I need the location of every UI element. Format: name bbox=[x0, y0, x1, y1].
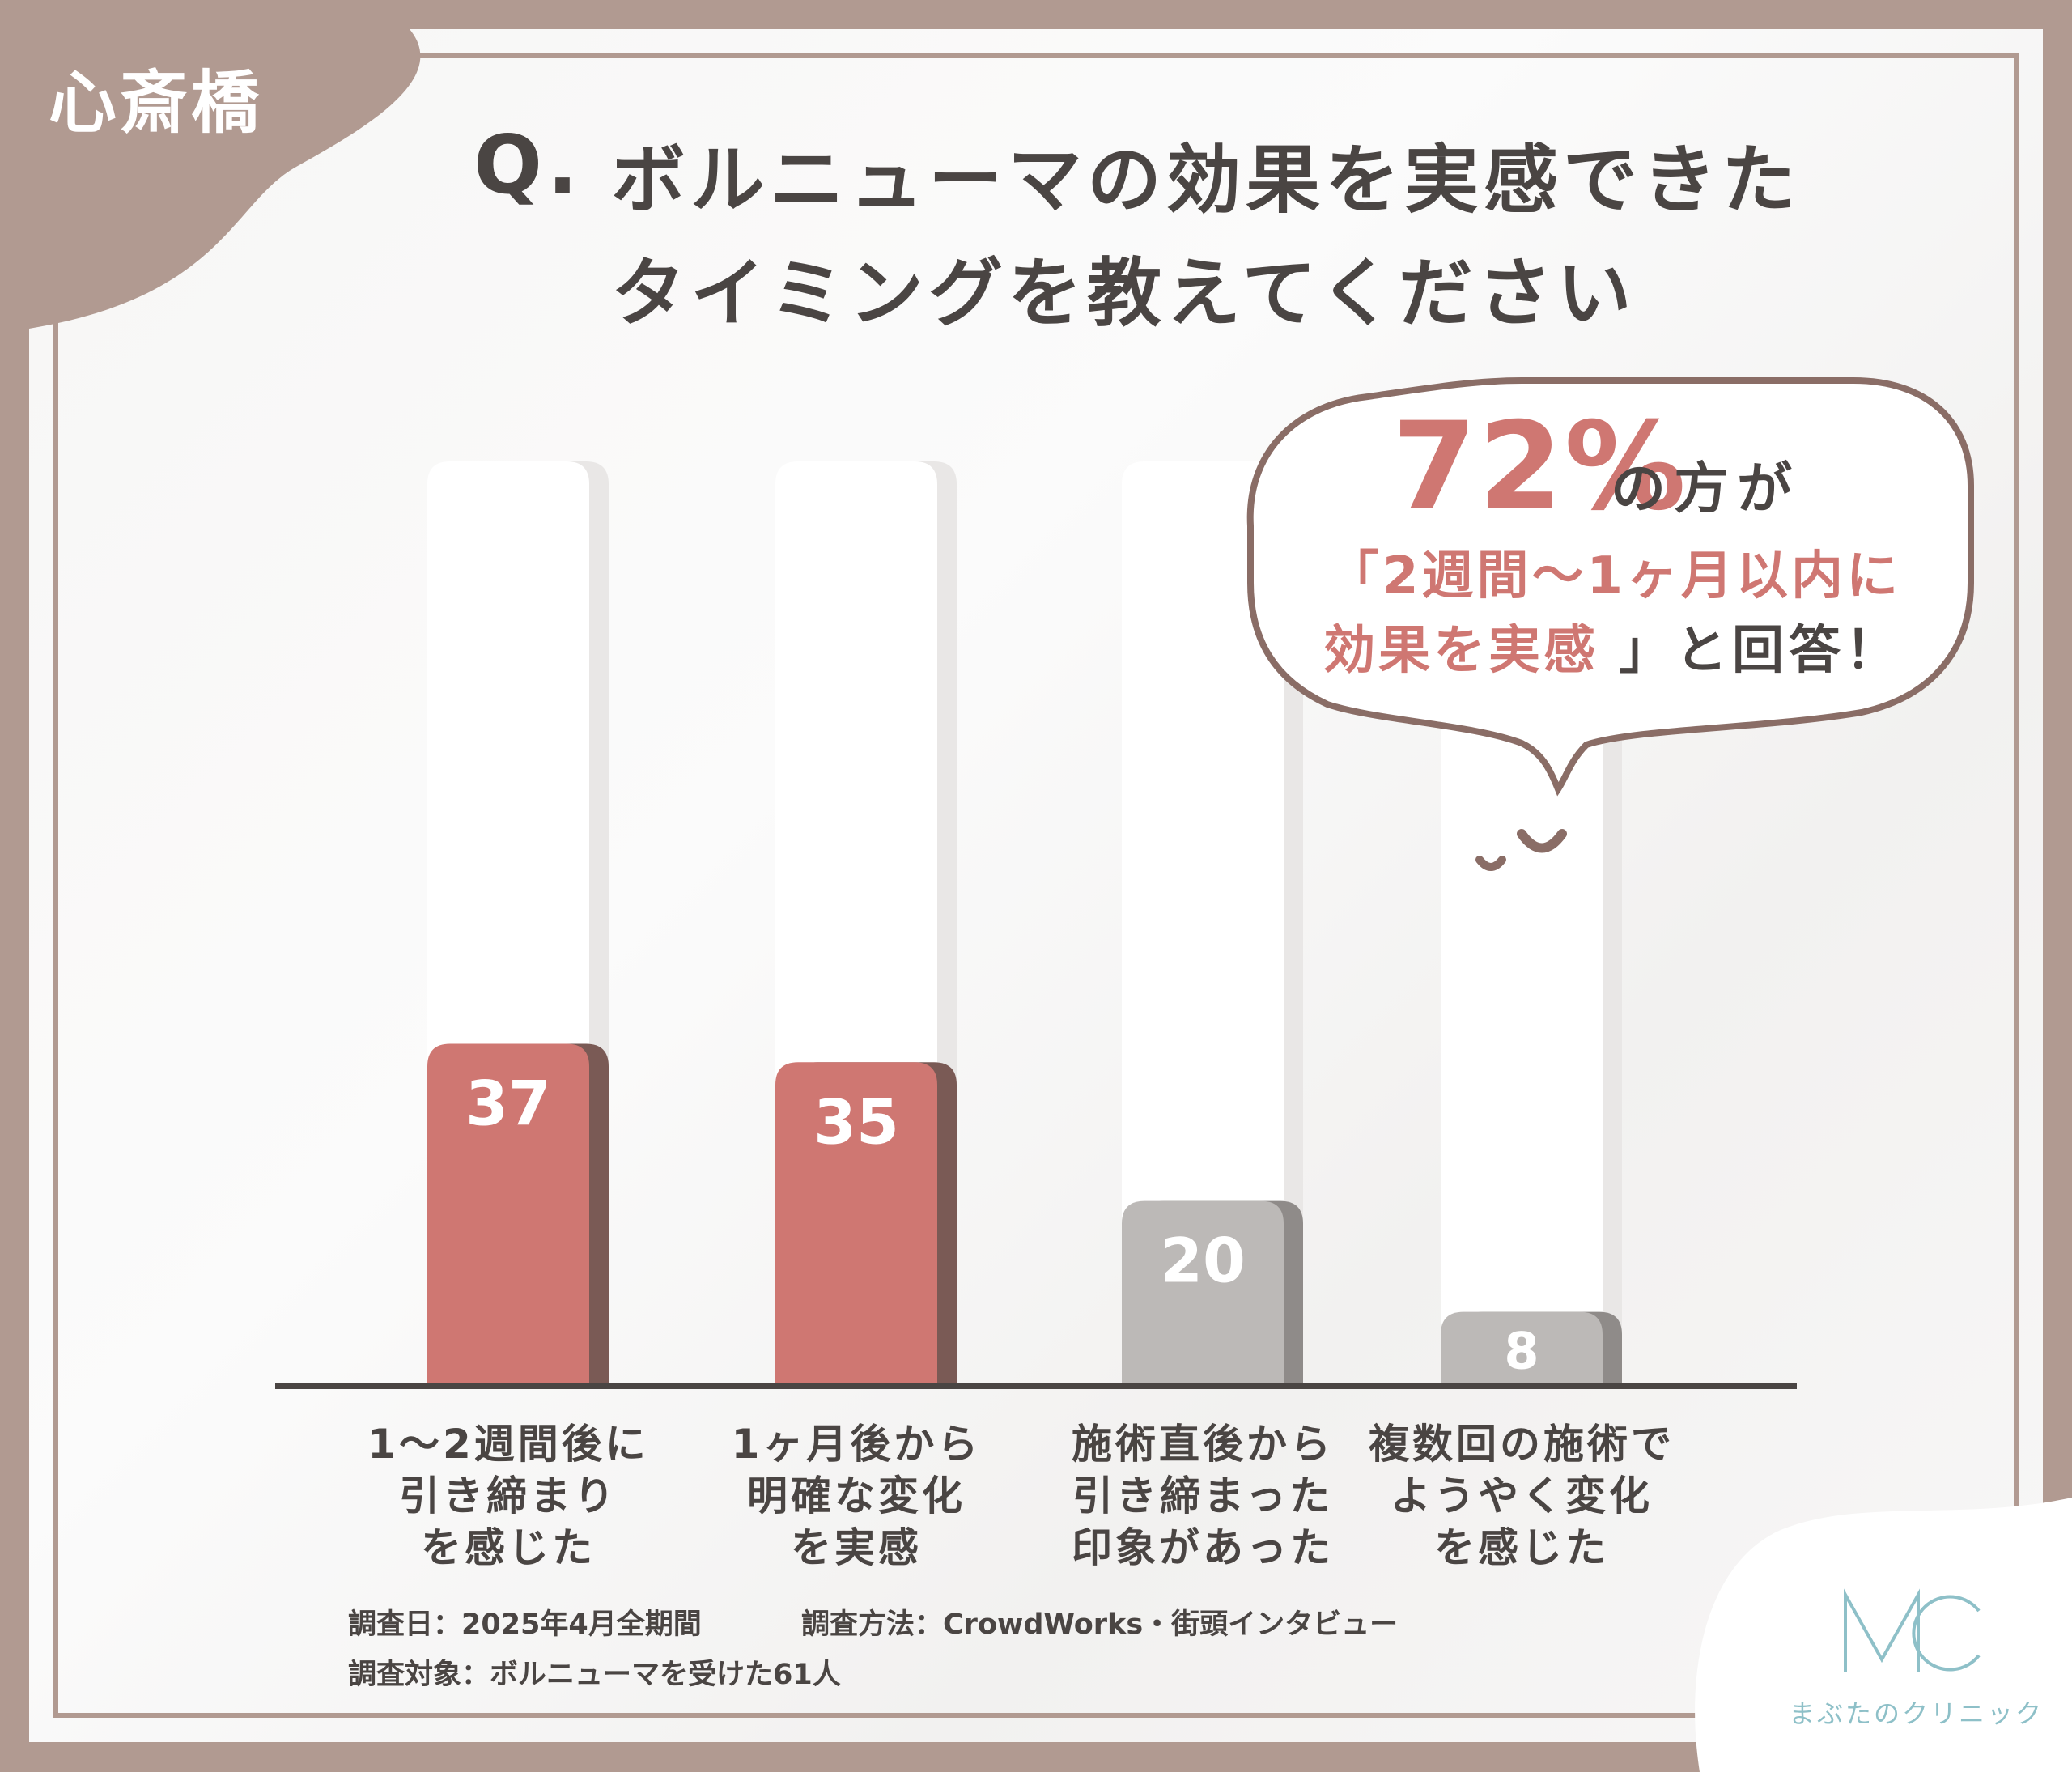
clinic-name: まぶたのクリニック bbox=[1789, 1698, 2044, 1729]
category-label-line: 1ヶ月後から bbox=[731, 1421, 982, 1468]
question-title-line-2: タイミングを教えてください bbox=[611, 250, 1637, 337]
survey-target: 調査対象：ボルニューマを受けた61人 bbox=[348, 1659, 841, 1691]
category-label-3: 複数回の施術で ようやく変化 を感じた bbox=[1352, 1418, 1692, 1574]
category-label-2: 施術直後から 引き締まった 印象があった bbox=[1033, 1418, 1373, 1574]
category-label-1: 1ヶ月後から 明確な変化を実感 bbox=[686, 1418, 1026, 1574]
category-label-line: ようやく変化 bbox=[1391, 1472, 1653, 1519]
category-label-0: 1〜2週間後に 引き締まりを感じた bbox=[338, 1418, 678, 1574]
bar-track-2 bbox=[1122, 461, 1284, 1386]
category-label-line: 引き締まった bbox=[1072, 1472, 1333, 1519]
callout-line-3-highlight: 効果を実感 bbox=[1323, 621, 1599, 681]
bar-1 bbox=[775, 1062, 937, 1386]
category-label-line: 明確な変化 bbox=[747, 1472, 966, 1519]
callout-line-3-rest: 」と回答！ bbox=[1619, 621, 1902, 681]
survey-date: 調査日：2025年4月全期間 bbox=[348, 1608, 702, 1641]
category-label-line: 施術直後から bbox=[1072, 1421, 1334, 1468]
bar-0 bbox=[427, 1043, 589, 1386]
callout-percent: 72% bbox=[1392, 397, 1688, 538]
bar-3 bbox=[1441, 1311, 1603, 1386]
bar-value-label-2: 20 bbox=[1160, 1225, 1246, 1297]
location-tag-background bbox=[29, 29, 421, 329]
question-marker: Q. bbox=[473, 117, 583, 212]
location-tag: 心斎橋 bbox=[49, 63, 263, 142]
bubble-drop-small bbox=[1475, 856, 1506, 871]
category-label-line: 引き締まり bbox=[399, 1472, 618, 1519]
bar-2 bbox=[1122, 1200, 1284, 1386]
category-label-line: を実感 bbox=[791, 1524, 922, 1571]
survey-method: 調査方法：CrowdWorks・街頭インタビュー bbox=[801, 1608, 1399, 1641]
clinic-logo-icon bbox=[1844, 1588, 1981, 1672]
category-label-line: を感じた bbox=[421, 1524, 596, 1571]
category-label-line: を感じた bbox=[1434, 1524, 1609, 1571]
bubble-drop-large bbox=[1517, 829, 1567, 853]
bar-value-label-1: 35 bbox=[813, 1086, 899, 1158]
category-label-line: 1〜2週間後に bbox=[367, 1421, 649, 1468]
x-axis-baseline bbox=[275, 1383, 1797, 1389]
question-title-line-1: ボルニューマの効果を実感できた bbox=[611, 137, 1802, 223]
bar-value-label-3: 8 bbox=[1504, 1322, 1539, 1381]
callout-tail: の方が bbox=[1611, 457, 1801, 521]
bar-value-label-0: 37 bbox=[465, 1067, 551, 1139]
category-label-line: 複数回の施術で bbox=[1369, 1421, 1675, 1468]
category-label-line: 印象があった bbox=[1072, 1524, 1334, 1571]
callout-line-2: 「2週間〜1ヶ月以内に bbox=[1327, 546, 1902, 606]
